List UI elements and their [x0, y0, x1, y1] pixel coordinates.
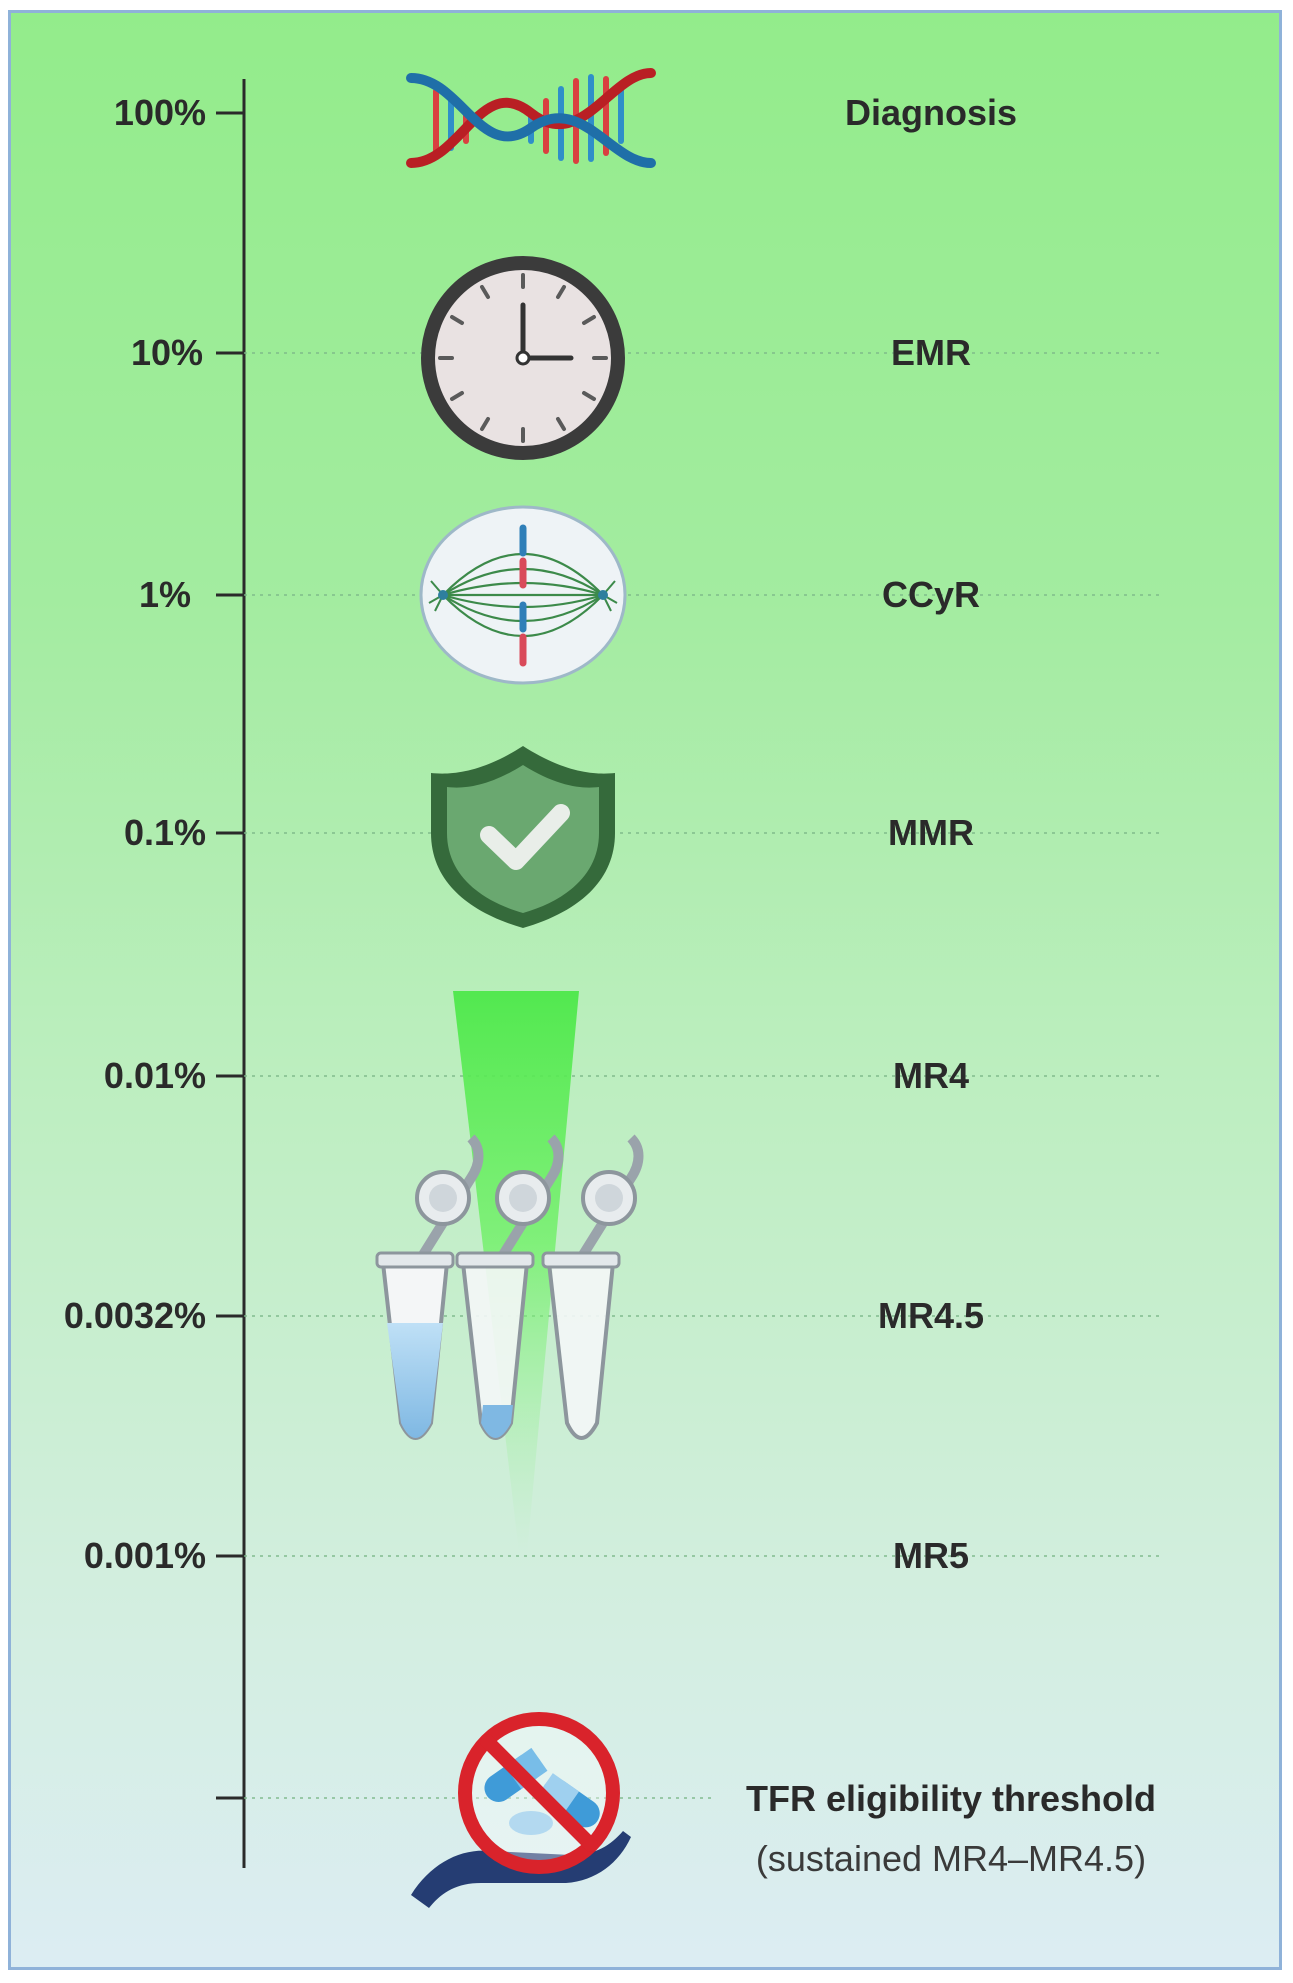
- stage-label-diagnosis: Diagnosis: [844, 92, 1018, 133]
- clock-icon: [421, 256, 625, 460]
- percent-label-mmr: 0.1%: [123, 812, 206, 853]
- tfr-threshold-subtitle: (sustained MR4–MR4.5): [755, 1838, 1147, 1879]
- stage-label-emr: EMR: [891, 332, 971, 373]
- stage-label-mmr: MMR: [888, 812, 974, 853]
- shield-check-icon: [431, 746, 615, 928]
- axis-ticks: [216, 111, 244, 1800]
- percent-label-mr5: 0.001%: [83, 1535, 206, 1576]
- stage-label-ccyr: CCyR: [881, 574, 980, 615]
- dna-icon: [406, 68, 656, 168]
- tfr-threshold-title: TFR eligibility threshold: [745, 1778, 1156, 1819]
- cell-division-icon: [419, 505, 627, 685]
- percent-label-emr: 10%: [130, 332, 203, 373]
- figure-panel: 100% 10% 1% 0.1% 0.01% 0.0032% 0.001% Di…: [8, 10, 1282, 1970]
- stage-label-mr4-5: MR4.5: [877, 1295, 985, 1336]
- pcr-tubes-icon: [375, 1134, 644, 1440]
- percent-label-mr4-5: 0.0032%: [63, 1295, 206, 1336]
- percent-label-ccyr: 1%: [138, 574, 191, 615]
- percent-label-diagnosis: 100%: [113, 92, 206, 133]
- diagram-canvas: [216, 68, 1161, 1908]
- percent-label-mr4: 0.01%: [103, 1055, 206, 1096]
- stage-label-mr4: MR4: [892, 1055, 969, 1096]
- stage-label-mr5: MR5: [892, 1535, 969, 1576]
- no-pills-hand-icon: [411, 1712, 631, 1908]
